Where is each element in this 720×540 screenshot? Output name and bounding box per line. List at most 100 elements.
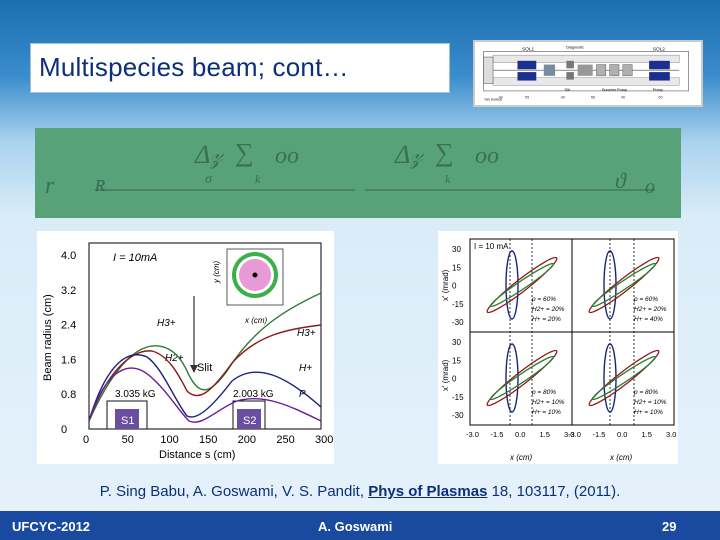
- schematic-sol1-label: SOL1: [522, 46, 534, 51]
- phase-x-tick-label: 3.0: [564, 430, 574, 439]
- phase-x-tick-label: 1.5: [540, 430, 550, 439]
- phase-ellipse-h3: [591, 355, 657, 401]
- phase-ellipse-h3: [489, 262, 555, 308]
- x-tick-label: 150: [199, 434, 217, 446]
- schematic-diagnostic-label: Diagnostic: [566, 46, 584, 50]
- phase-ellipse-p: [505, 250, 519, 320]
- phase-panel-p-fraction: p = 80%: [531, 389, 556, 396]
- citation-details: 18, 103117, (2011).: [487, 483, 621, 500]
- phase-x-tick-label: 0.0: [515, 430, 525, 439]
- phase-y-tick-label: 30: [452, 245, 461, 254]
- citation-authors: P. Sing Babu, A. Goswami, V. S. Pandit,: [99, 483, 369, 500]
- beam-envelope-curve: [88, 354, 322, 422]
- y-tick-label: 0: [61, 424, 67, 436]
- phase-x-tick-label: -1.5: [491, 430, 504, 439]
- y-tick-label: 3.2: [61, 285, 76, 297]
- y-tick-label: 0.8: [61, 389, 76, 401]
- phase-ellipse-h3: [489, 355, 555, 401]
- phase-ellipse-h2: [486, 349, 558, 407]
- sol1-field-label: 3.035 kG: [115, 389, 156, 400]
- h2-species-label: H2+: [165, 353, 184, 364]
- svg-text:oo: oo: [475, 143, 499, 169]
- phase-x-tick-label: 0.0: [617, 430, 627, 439]
- s2-label: S2: [243, 415, 256, 427]
- equation-image: Δ𝓏 ∑ oo Δ𝓏 ∑ oo r ʀ σ k k ϑ o: [35, 128, 681, 218]
- h3-species-label: H3+: [157, 318, 176, 329]
- phase-panel-h1-fraction: H+ = 10%: [634, 409, 663, 416]
- phase-panel-h1-fraction: H+ = 10%: [532, 409, 561, 416]
- phase-y-tick-label: -15: [452, 393, 464, 402]
- inset-ylabel: y (cm): [212, 260, 221, 284]
- svg-text:ϑ: ϑ: [615, 168, 627, 193]
- y-tick-label: 1.6: [61, 354, 76, 366]
- x-tick-label: 100: [160, 434, 178, 446]
- schematic-dimension-label: 55: [525, 95, 529, 99]
- beamline-schematic-image: SOL1 Diagnostic SOL2 Ion source Slit Bun…: [473, 40, 703, 107]
- phase-space-plot: p = 60% H2+ = 20% H+ = 20% p = 60% H2+ = 20%…: [438, 231, 678, 464]
- phase-panel-p-fraction: p = 60%: [633, 296, 658, 303]
- schematic-dimension-label: 40: [499, 95, 503, 99]
- beam-envelope-curve: [88, 367, 322, 423]
- y-tick-label: 2.4: [61, 320, 76, 332]
- phase-ellipse-h2: [588, 349, 660, 407]
- phase-x-tick-label: 1.5: [642, 430, 652, 439]
- phase-y-tick-label: -15: [452, 300, 464, 309]
- beam-envelope-curve: [88, 292, 322, 422]
- svg-text:∑: ∑: [435, 138, 454, 167]
- phase-y-tick-label: -30: [452, 318, 464, 327]
- footer-page-number: 29: [662, 519, 677, 534]
- right-xlabel-left: x (cm): [509, 453, 533, 462]
- svg-text:Δ𝓏: Δ𝓏: [194, 140, 225, 169]
- slide-title-box: Multispecies beam; cont…: [30, 43, 450, 93]
- inset-xlabel: x (cm): [244, 316, 268, 325]
- phase-x-tick-label: 3.0: [666, 430, 676, 439]
- slide-footer: UFCYC-2012 A. Goswami 29: [0, 511, 720, 540]
- p-species-label: P: [299, 389, 306, 400]
- phase-ellipse-h2: [588, 256, 660, 314]
- x-tick-label: 250: [276, 434, 294, 446]
- beam-radius-plot: S1 S2 3.035 kG 2.003 kG Slit I = 10mA H3…: [37, 231, 334, 464]
- schematic-dimension-label: 40: [621, 95, 625, 99]
- svg-text:oo: oo: [275, 143, 299, 169]
- phase-panel-h2-fraction: H2+ = 20%: [532, 306, 565, 313]
- phase-y-tick-label: 15: [452, 356, 461, 365]
- x-tick-label: 200: [238, 434, 256, 446]
- footer-conference: UFCYC-2012: [12, 519, 91, 534]
- schematic-buncher-label: Buncher Pump: [602, 88, 627, 92]
- phase-panel-h2-fraction: H2+ = 10%: [634, 399, 667, 406]
- schematic-ion-source-label: Ion source: [485, 97, 503, 101]
- right-current-label: I = 10 mA: [474, 242, 509, 251]
- citation: P. Sing Babu, A. Goswami, V. S. Pandit, …: [0, 483, 720, 500]
- phase-panel-h2-fraction: H2+ = 20%: [634, 306, 667, 313]
- h1-species-label: H+: [299, 363, 312, 374]
- phase-panel-p-fraction: p = 60%: [531, 296, 556, 303]
- right-ylabel-top: x' (mrad): [441, 269, 450, 301]
- phase-ellipse-p: [505, 343, 519, 413]
- phase-ellipse-h2: [486, 256, 558, 314]
- schematic-dimension-label: 40: [561, 95, 565, 99]
- svg-text:σ: σ: [205, 172, 213, 187]
- schematic-dimension-label: 55: [591, 95, 595, 99]
- xlabel: Distance s (cm): [159, 449, 235, 461]
- ylabel: Beam radius (cm): [42, 294, 54, 381]
- phase-y-tick-label: 30: [452, 338, 461, 347]
- x-tick-label: 0: [83, 434, 89, 446]
- svg-text:∑: ∑: [235, 138, 254, 167]
- phase-y-tick-label: 15: [452, 263, 461, 272]
- phase-y-tick-label: -30: [452, 411, 464, 420]
- phase-y-tick-label: 0: [452, 375, 457, 384]
- sol2-field-label: 2.003 kG: [233, 389, 274, 400]
- svg-text:ʀ: ʀ: [95, 171, 106, 197]
- schematic-dimension-label: 50: [659, 95, 663, 99]
- h3-species-label-right: H3+: [297, 328, 316, 339]
- svg-text:r: r: [45, 173, 55, 199]
- svg-text:k: k: [255, 172, 261, 186]
- phase-panel-h2-fraction: H2+ = 10%: [532, 399, 565, 406]
- current-label: I = 10mA: [113, 252, 157, 264]
- beam-envelope-curve: [88, 324, 322, 422]
- footer-author: A. Goswami: [318, 519, 393, 534]
- phase-ellipse-h3: [591, 262, 657, 308]
- phase-panel-h1-fraction: H+ = 20%: [532, 316, 561, 323]
- slit-label: Slit: [197, 362, 212, 374]
- svg-text:o: o: [645, 176, 655, 198]
